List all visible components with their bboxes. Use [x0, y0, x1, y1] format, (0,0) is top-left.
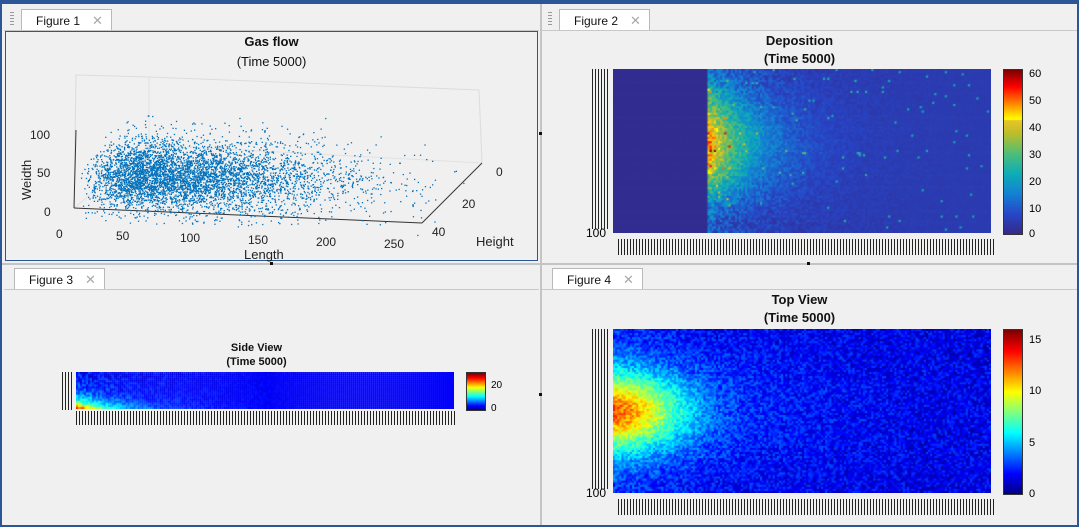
side-view-heatmap — [76, 372, 454, 409]
figure-2-panel: Figure 2 ✕ Deposition (Time 5000) 100 60 … — [542, 6, 1077, 262]
figure-2-canvas[interactable]: Deposition (Time 5000) 100 60 50 40 30 2… — [542, 30, 1077, 262]
z-tick: 40 — [432, 225, 446, 239]
close-icon[interactable]: ✕ — [85, 272, 96, 287]
close-icon[interactable]: ✕ — [92, 13, 103, 28]
y-tick-bottom: 100 — [586, 226, 607, 240]
figure-1-panel: Figure 1 ✕ Gas flow (Time 5000) 0 50 100 … — [4, 6, 539, 262]
splitter-handle[interactable] — [539, 132, 542, 135]
figure-4-panel: Figure 4 ✕ Top View (Time 5000) 100 15 10… — [542, 265, 1077, 524]
tab-label: Figure 1 — [36, 14, 81, 28]
chart-title: Side View — [230, 342, 283, 354]
colorbar-tick: 50 — [1029, 95, 1042, 107]
figure-4-tabstrip: Figure 4 ✕ — [542, 265, 1077, 290]
y-tick: 0 — [44, 205, 51, 219]
scatter-3d-plot: 0 50 100 150 200 250 0 50 100 0 20 40 Le… — [19, 74, 514, 262]
x-tick-labels — [618, 239, 996, 255]
x-tick-labels — [618, 499, 996, 515]
close-icon[interactable]: ✕ — [623, 272, 634, 287]
colorbar-tick: 0 — [1029, 488, 1036, 500]
x-axis-label: Length — [244, 247, 284, 262]
tab-label: Figure 2 — [574, 14, 619, 28]
tab-label: Figure 3 — [29, 273, 74, 287]
chart-title: Top View — [771, 292, 828, 307]
y-tick: 50 — [37, 166, 51, 180]
z-tick: 0 — [496, 165, 503, 179]
close-icon[interactable]: ✕ — [630, 13, 641, 28]
deposition-heatmap — [613, 69, 991, 233]
colorbar-tick: 40 — [1029, 122, 1042, 134]
y-tick-labels — [592, 69, 608, 229]
splitter-handle[interactable] — [270, 262, 273, 265]
x-axis-line — [73, 207, 423, 224]
drag-grip-icon[interactable] — [10, 12, 14, 26]
colorbar-tick: 10 — [1029, 385, 1042, 397]
z-tick: 20 — [462, 197, 476, 211]
colorbar-tick: 0 — [1029, 228, 1036, 240]
horizontal-splitter[interactable] — [2, 263, 1077, 265]
y-tick: 100 — [30, 128, 50, 142]
x-tick: 50 — [116, 229, 130, 243]
figure-1-canvas[interactable]: Gas flow (Time 5000) 0 50 100 150 200 25… — [4, 30, 539, 262]
top-view-heatmap — [613, 329, 991, 493]
tab-figure-2[interactable]: Figure 2 ✕ — [559, 9, 650, 30]
y-axis-line — [73, 129, 77, 209]
figure-1-tabstrip: Figure 1 ✕ — [4, 6, 539, 31]
colorbar — [466, 372, 486, 411]
x-tick: 0 — [56, 227, 63, 241]
colorbar-tick: 30 — [1029, 149, 1042, 161]
z-axis-label: Height — [476, 234, 514, 249]
tab-label: Figure 4 — [567, 273, 612, 287]
figure-3-canvas[interactable]: Side View (Time 5000) 20 0 — [4, 289, 539, 524]
chart-title: Gas flow — [244, 34, 299, 49]
chart-subtitle: (Time 5000) — [763, 310, 836, 325]
colorbar-tick: 10 — [1029, 203, 1042, 215]
colorbar-tick: 20 — [1029, 176, 1042, 188]
chart-subtitle: (Time 5000) — [763, 51, 836, 66]
tab-figure-1[interactable]: Figure 1 ✕ — [21, 9, 112, 30]
colorbar-tick: 15 — [1029, 334, 1042, 346]
figure-3-tabstrip: Figure 3 ✕ — [4, 265, 539, 290]
x-tick-labels — [76, 411, 456, 425]
tab-figure-4[interactable]: Figure 4 ✕ — [552, 268, 643, 289]
y-tick-bottom: 100 — [586, 486, 607, 500]
z-axis-line — [421, 162, 483, 224]
chart-subtitle: (Time 5000) — [226, 356, 287, 368]
splitter-handle[interactable] — [807, 262, 810, 265]
y-axis-label: Weidth — [19, 160, 34, 200]
x-tick: 150 — [248, 233, 268, 247]
chart-title: Deposition — [765, 33, 834, 48]
figure-4-canvas[interactable]: Top View (Time 5000) 100 15 10 5 0 — [542, 289, 1077, 524]
splitter-handle[interactable] — [539, 393, 542, 396]
x-tick: 100 — [180, 231, 200, 245]
x-tick: 250 — [384, 237, 404, 251]
drag-grip-icon[interactable] — [548, 12, 552, 26]
colorbar — [1003, 69, 1023, 235]
figure-3-panel: Figure 3 ✕ Side View (Time 5000) 20 0 — [4, 265, 539, 524]
x-tick: 200 — [316, 235, 336, 249]
figure-2-tabstrip: Figure 2 ✕ — [542, 6, 1077, 31]
y-tick-labels — [62, 372, 72, 410]
tab-figure-3[interactable]: Figure 3 ✕ — [14, 268, 105, 289]
chart-subtitle: (Time 5000) — [236, 54, 307, 69]
colorbar-tick: 0 — [491, 403, 497, 414]
scatter-points — [80, 115, 465, 237]
colorbar-tick: 5 — [1029, 437, 1036, 449]
colorbar-tick: 20 — [491, 380, 503, 391]
colorbar-tick: 60 — [1029, 68, 1042, 80]
colorbar — [1003, 329, 1023, 495]
y-tick-labels — [592, 329, 608, 489]
